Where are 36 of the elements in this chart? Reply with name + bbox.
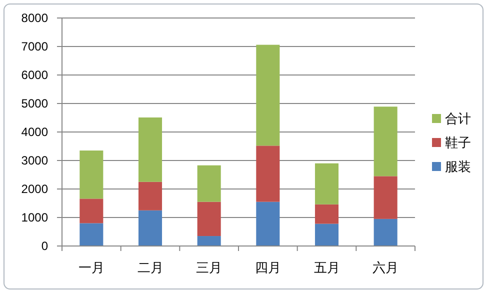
bar bbox=[138, 182, 162, 210]
x-tick-label: 二月 bbox=[137, 260, 164, 275]
x-tick-label: 三月 bbox=[196, 260, 222, 275]
y-tick-label: 5000 bbox=[21, 96, 48, 110]
x-tick-label: 一月 bbox=[78, 260, 104, 275]
bar bbox=[314, 204, 339, 224]
bar bbox=[374, 106, 398, 176]
legend-label: 服装 bbox=[445, 159, 471, 174]
y-tick-label: 1000 bbox=[21, 210, 48, 224]
bar bbox=[374, 218, 398, 246]
x-tick-label: 四月 bbox=[254, 260, 281, 275]
bar bbox=[80, 150, 104, 199]
bar bbox=[197, 165, 221, 202]
bar bbox=[80, 198, 104, 224]
y-tick-label: 8000 bbox=[21, 11, 48, 25]
legend-label: 合计 bbox=[445, 111, 471, 126]
bar bbox=[256, 202, 280, 246]
bar bbox=[314, 224, 339, 246]
bar bbox=[80, 223, 104, 246]
y-tick-label: 2000 bbox=[21, 182, 48, 196]
bar bbox=[256, 146, 280, 202]
bar bbox=[374, 176, 398, 219]
y-tick-label: 4000 bbox=[21, 125, 48, 139]
bar bbox=[197, 236, 221, 246]
legend-label: 鞋子 bbox=[445, 135, 471, 150]
bar bbox=[138, 210, 162, 246]
x-tick-label: 五月 bbox=[314, 260, 340, 275]
y-tick-label: 0 bbox=[41, 239, 48, 253]
y-tick-label: 7000 bbox=[21, 40, 48, 54]
y-tick-label: 3000 bbox=[21, 154, 48, 168]
bar bbox=[256, 44, 280, 146]
bar bbox=[138, 117, 162, 182]
bar bbox=[314, 163, 339, 204]
x-tick-label: 六月 bbox=[372, 260, 399, 275]
bar bbox=[197, 202, 221, 236]
y-tick-label: 6000 bbox=[21, 68, 48, 82]
